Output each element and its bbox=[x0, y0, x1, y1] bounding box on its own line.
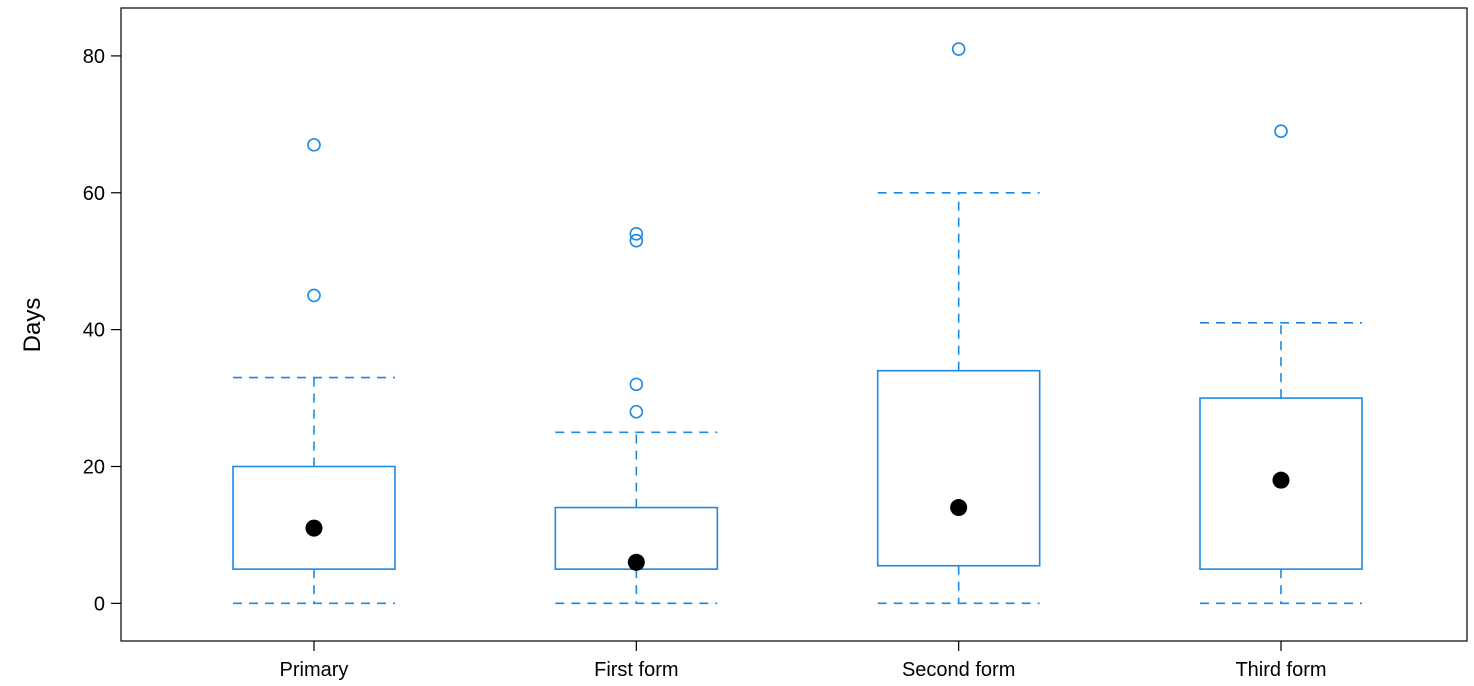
box-first-form bbox=[554, 227, 719, 605]
outlier-point bbox=[307, 288, 321, 303]
x-tick-label: Primary bbox=[280, 659, 349, 681]
x-tick-label: Second form bbox=[902, 659, 1015, 681]
iqr-box bbox=[876, 369, 1041, 567]
y-tick-label: 0 bbox=[94, 593, 105, 615]
y-tick-label: 40 bbox=[83, 320, 105, 342]
outlier-point bbox=[629, 377, 644, 392]
box-second-form bbox=[876, 42, 1041, 605]
y-tick-label: 80 bbox=[83, 46, 105, 68]
iqr-box bbox=[232, 465, 396, 570]
x-axis: Primary First form Second form Third form bbox=[280, 641, 1327, 681]
box-primary bbox=[232, 138, 396, 605]
outlier-point bbox=[629, 404, 644, 419]
outlier-point bbox=[629, 227, 644, 241]
plot-frame bbox=[120, 7, 1468, 642]
median-point bbox=[1272, 471, 1290, 489]
y-tick-label: 20 bbox=[83, 456, 105, 478]
x-tick-label: Third form bbox=[1235, 659, 1326, 681]
box-third-form bbox=[1199, 124, 1363, 605]
outlier-point bbox=[307, 138, 321, 152]
box-group bbox=[232, 42, 1363, 605]
median-point bbox=[627, 553, 645, 571]
outlier-point bbox=[629, 233, 644, 248]
outlier-point bbox=[951, 42, 966, 56]
y-axis-label: Days bbox=[19, 298, 46, 353]
outlier-point bbox=[1274, 124, 1288, 138]
y-tick-label: 60 bbox=[83, 183, 105, 205]
median-point bbox=[950, 499, 968, 517]
x-tick-label: First form bbox=[594, 659, 678, 681]
median-point bbox=[305, 519, 323, 537]
y-axis: 0 20 40 60 80 bbox=[83, 46, 121, 615]
